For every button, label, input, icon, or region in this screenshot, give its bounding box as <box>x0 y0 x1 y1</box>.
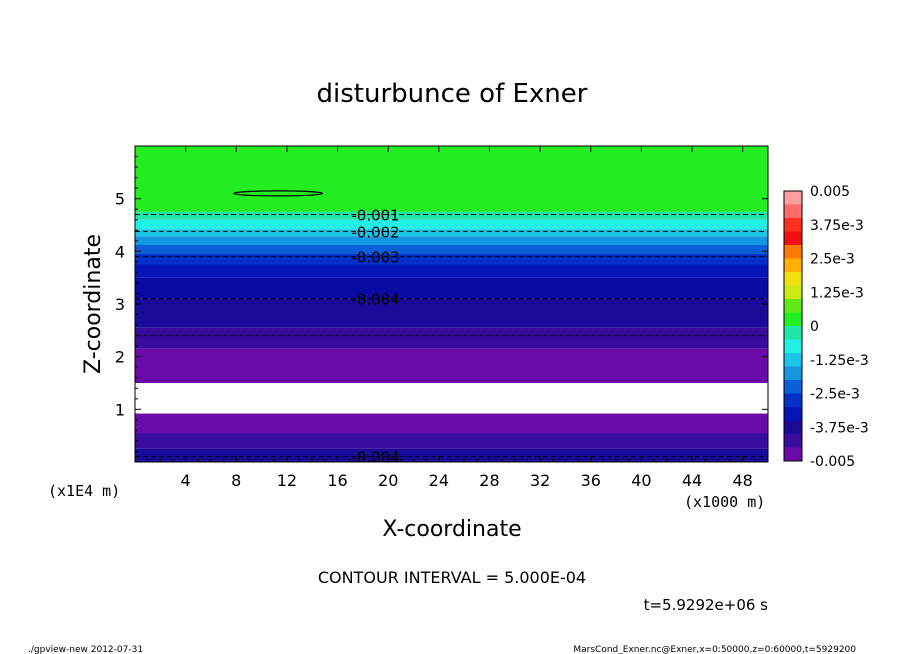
colorbar-label-4: 0 <box>810 319 819 335</box>
contour-band-4 <box>135 236 768 246</box>
colorbar-label-0: 0.005 <box>810 184 850 200</box>
colorbar-swatch-7 <box>784 285 802 300</box>
contour-band-14 <box>135 433 768 449</box>
contour-band-8 <box>135 277 768 299</box>
colorbar-swatch-9 <box>784 312 802 327</box>
contour-band-10 <box>135 327 768 349</box>
colorbar-swatch-14 <box>784 380 802 394</box>
colorbar-label-3: 1.25e-3 <box>810 285 864 301</box>
chart-title: disturbunce of Exner <box>317 79 588 109</box>
x-tick-label-8: 36 <box>581 471 601 490</box>
x-tick-label-7: 32 <box>530 471 550 490</box>
colorbar-label-8: -0.005 <box>810 454 855 470</box>
contour-band-13 <box>135 413 768 434</box>
colorbar-swatch-16 <box>784 407 802 421</box>
colorbar-swatch-17 <box>784 420 802 435</box>
colorbar-frame <box>783 190 803 462</box>
contour-band-1 <box>135 211 768 220</box>
x-tick-label-4: 20 <box>378 471 398 490</box>
contour-band-7 <box>135 264 768 278</box>
x-tick-label-5: 24 <box>429 471 449 490</box>
y-tick-label-3: 4 <box>115 242 125 261</box>
x-tick-label-11: 48 <box>733 471 753 490</box>
contour-label-5: -0.004 <box>351 449 399 467</box>
colorbar-swatch-18 <box>784 434 802 448</box>
x-unit-label: (x1000 m) <box>684 493 765 511</box>
contour-band-0 <box>135 146 768 212</box>
x-tick-label-6: 28 <box>479 471 499 490</box>
contour-band-12 <box>135 383 768 414</box>
x-axis: 4 8 12 16 20 24 28 32 36 40 44 48 <box>147 146 756 490</box>
x-tick-label-2: 12 <box>277 471 297 490</box>
contour-label-3: -0.004 <box>351 291 399 309</box>
colorbar-swatch-2 <box>784 218 802 232</box>
x-tick-label-3: 16 <box>327 471 347 490</box>
colorbar-label-1: 3.75e-3 <box>810 218 864 234</box>
x-tick-label-10: 44 <box>682 471 702 490</box>
contour-band-3 <box>135 229 768 237</box>
y-unit-label: (x1E4 m) <box>48 482 120 500</box>
colorbar-swatch-4 <box>784 245 802 259</box>
colorbar-swatch-15 <box>784 393 802 408</box>
contour-label-0: -0.001 <box>351 206 399 224</box>
colorbar-swatch-0 <box>784 191 802 205</box>
contour-label-2: -0.003 <box>351 249 399 267</box>
colorbar-swatch-10 <box>784 326 802 340</box>
colorbar-swatch-13 <box>784 366 802 381</box>
colorbar-label-7: -3.75e-3 <box>810 420 869 436</box>
colorbar-label-5: -1.25e-3 <box>810 353 869 369</box>
y-tick-label-1: 2 <box>115 348 125 367</box>
y-axis: 1 2 3 4 5 <box>115 156 768 452</box>
contour-band-11 <box>135 348 768 383</box>
contour-band-15 <box>135 448 768 462</box>
positive-contour <box>233 190 323 197</box>
y-tick-label-0: 1 <box>115 400 125 419</box>
x-tick-label-9: 40 <box>631 471 651 490</box>
x-axis-label: X-coordinate <box>382 517 521 542</box>
x-tick-label-0: 4 <box>181 471 191 490</box>
footer-right: MarsCond_Exner.nc@Exner,x=0:50000,z=0:60… <box>573 645 856 654</box>
contour-band-6 <box>135 253 768 265</box>
y-tick-label-2: 3 <box>115 295 125 314</box>
footer-left: ./gpview-new 2012-07-31 <box>28 645 143 654</box>
colorbar-swatch-1 <box>784 204 802 219</box>
colorbar-swatch-3 <box>784 231 802 246</box>
colorbar-swatch-19 <box>784 447 802 462</box>
colorbar: 0.005 3.75e-3 2.5e-3 1.25e-3 0 -1.25e-3 -2.5e-… <box>783 184 869 470</box>
colorbar-swatch-8 <box>784 299 802 313</box>
y-axis-label: Z-coordinate <box>81 234 106 374</box>
y-tick-label-4: 5 <box>115 190 125 209</box>
contour-band-9 <box>135 298 768 328</box>
time-label: t=5.9292e+06 s <box>644 596 769 614</box>
contour-interval-text: CONTOUR INTERVAL = 5.000E-04 <box>318 568 586 587</box>
contour-band-2 <box>135 219 768 230</box>
colorbar-label-6: -2.5e-3 <box>810 387 860 403</box>
x-tick-label-1: 8 <box>231 471 241 490</box>
colorbar-swatch-11 <box>784 339 802 354</box>
colorbar-swatch-6 <box>784 272 802 286</box>
contour-band-5 <box>135 245 768 254</box>
colorbar-swatch-5 <box>784 258 802 273</box>
colorbar-label-2: 2.5e-3 <box>810 252 855 268</box>
contour-label-1: -0.002 <box>351 223 399 241</box>
colorbar-swatch-12 <box>784 353 802 367</box>
plot-area <box>135 146 768 462</box>
